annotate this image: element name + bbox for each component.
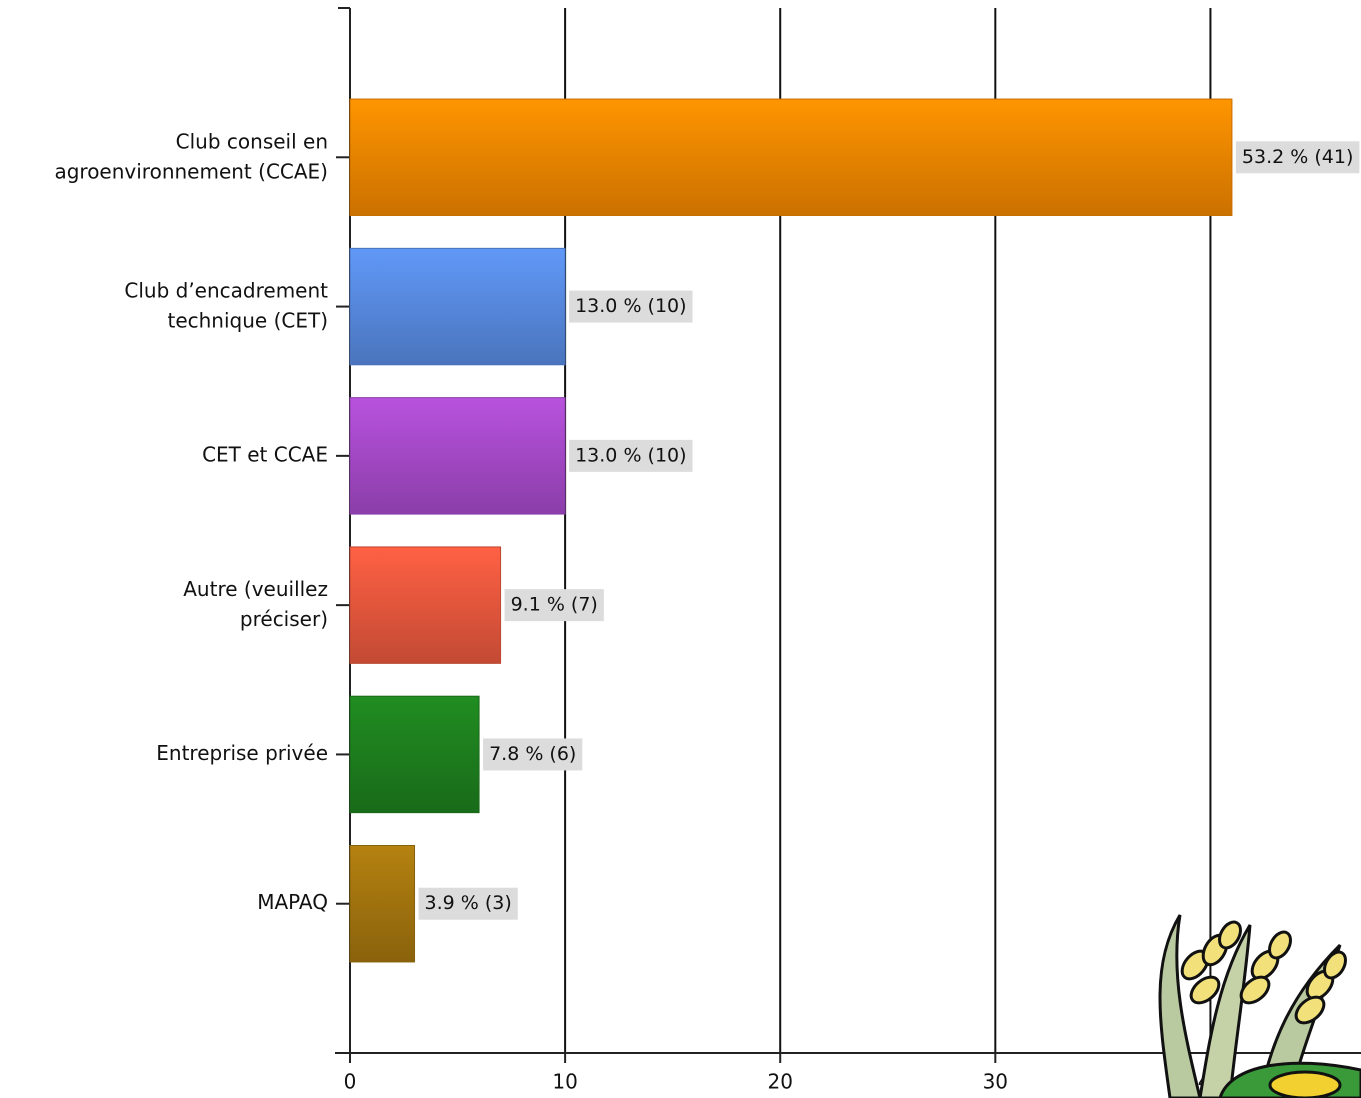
value-label-bg	[569, 290, 693, 323]
wheat-clipart	[1158, 914, 1361, 1098]
y-tick-label: Entreprise privée	[156, 741, 328, 765]
x-tick-label: 0	[344, 1070, 357, 1094]
y-tick-label: Club d’encadrement technique (CET)	[124, 278, 328, 332]
bar	[349, 98, 1233, 217]
value-label: 9.1 % (7)	[511, 594, 598, 616]
bar	[349, 397, 566, 515]
bar	[349, 844, 416, 963]
bar	[349, 546, 502, 664]
x-tick-label: 20	[767, 1070, 792, 1094]
value-label-bg	[1235, 141, 1360, 174]
x-tick-label: 10	[552, 1070, 577, 1094]
bar	[349, 247, 566, 366]
value-label: 13.0 % (10)	[575, 444, 686, 466]
x-tick-label: 30	[983, 1070, 1008, 1094]
value-label-bg	[504, 589, 604, 622]
y-tick-label: CET et CCAE	[202, 442, 328, 466]
value-label: 7.8 % (6)	[489, 743, 576, 765]
value-label: 53.2 % (41)	[1242, 146, 1353, 168]
plot-area: 010203040Club conseil enagroenvironnemen…	[54, 7, 1361, 1094]
value-label: 3.9 % (3)	[425, 892, 512, 914]
value-label-bg	[569, 439, 693, 472]
y-tick-label: Club conseil en agroenvironnement (CCAE)	[54, 129, 328, 183]
value-label-bg	[483, 738, 583, 771]
y-tick-label: Autre (veuillez préciser)	[183, 577, 328, 631]
y-tick-label: MAPAQ	[257, 890, 328, 914]
bar	[349, 695, 480, 814]
value-label-bg	[418, 887, 518, 920]
value-label: 13.0 % (10)	[575, 295, 686, 317]
